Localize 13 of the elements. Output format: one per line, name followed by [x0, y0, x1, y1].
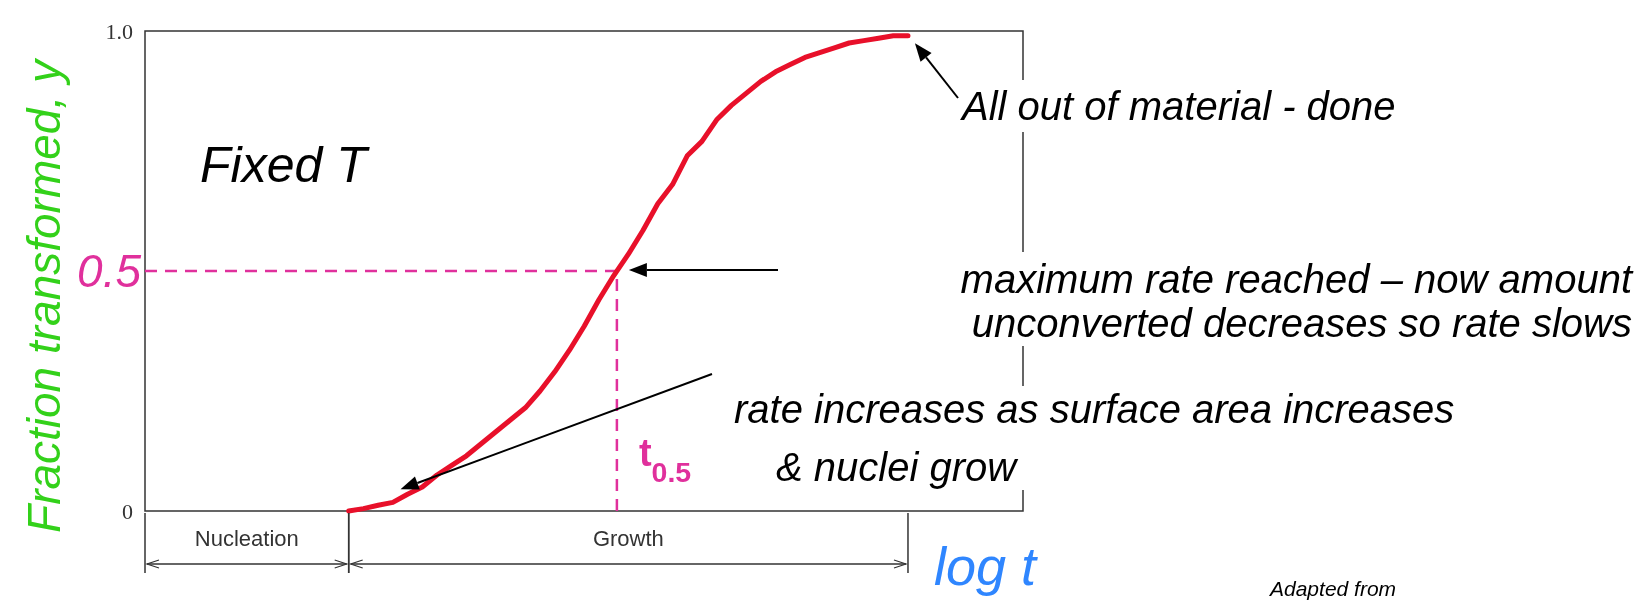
ref-line-label: 0.5 [77, 245, 142, 297]
y-axis-title: Fraction transformed, y [18, 57, 70, 533]
text: Adapted from [1268, 577, 1397, 600]
annotation: t$_{0.5}$ [638, 432, 692, 488]
y-tick-label: 0 [122, 499, 133, 524]
text: log t [933, 536, 1039, 596]
text: All out of material - done [960, 84, 1396, 128]
text: Nucleation [194, 526, 299, 551]
text: Growth [592, 526, 664, 551]
annotation: Fixed T [200, 137, 371, 193]
annotation: rate increases as surface area increases & nuclei grow [734, 387, 1455, 489]
y-tick-label: 1.0 [105, 19, 133, 44]
text: maximum rate reached – now amount unconverted decreases so rate slows [960, 257, 1634, 345]
